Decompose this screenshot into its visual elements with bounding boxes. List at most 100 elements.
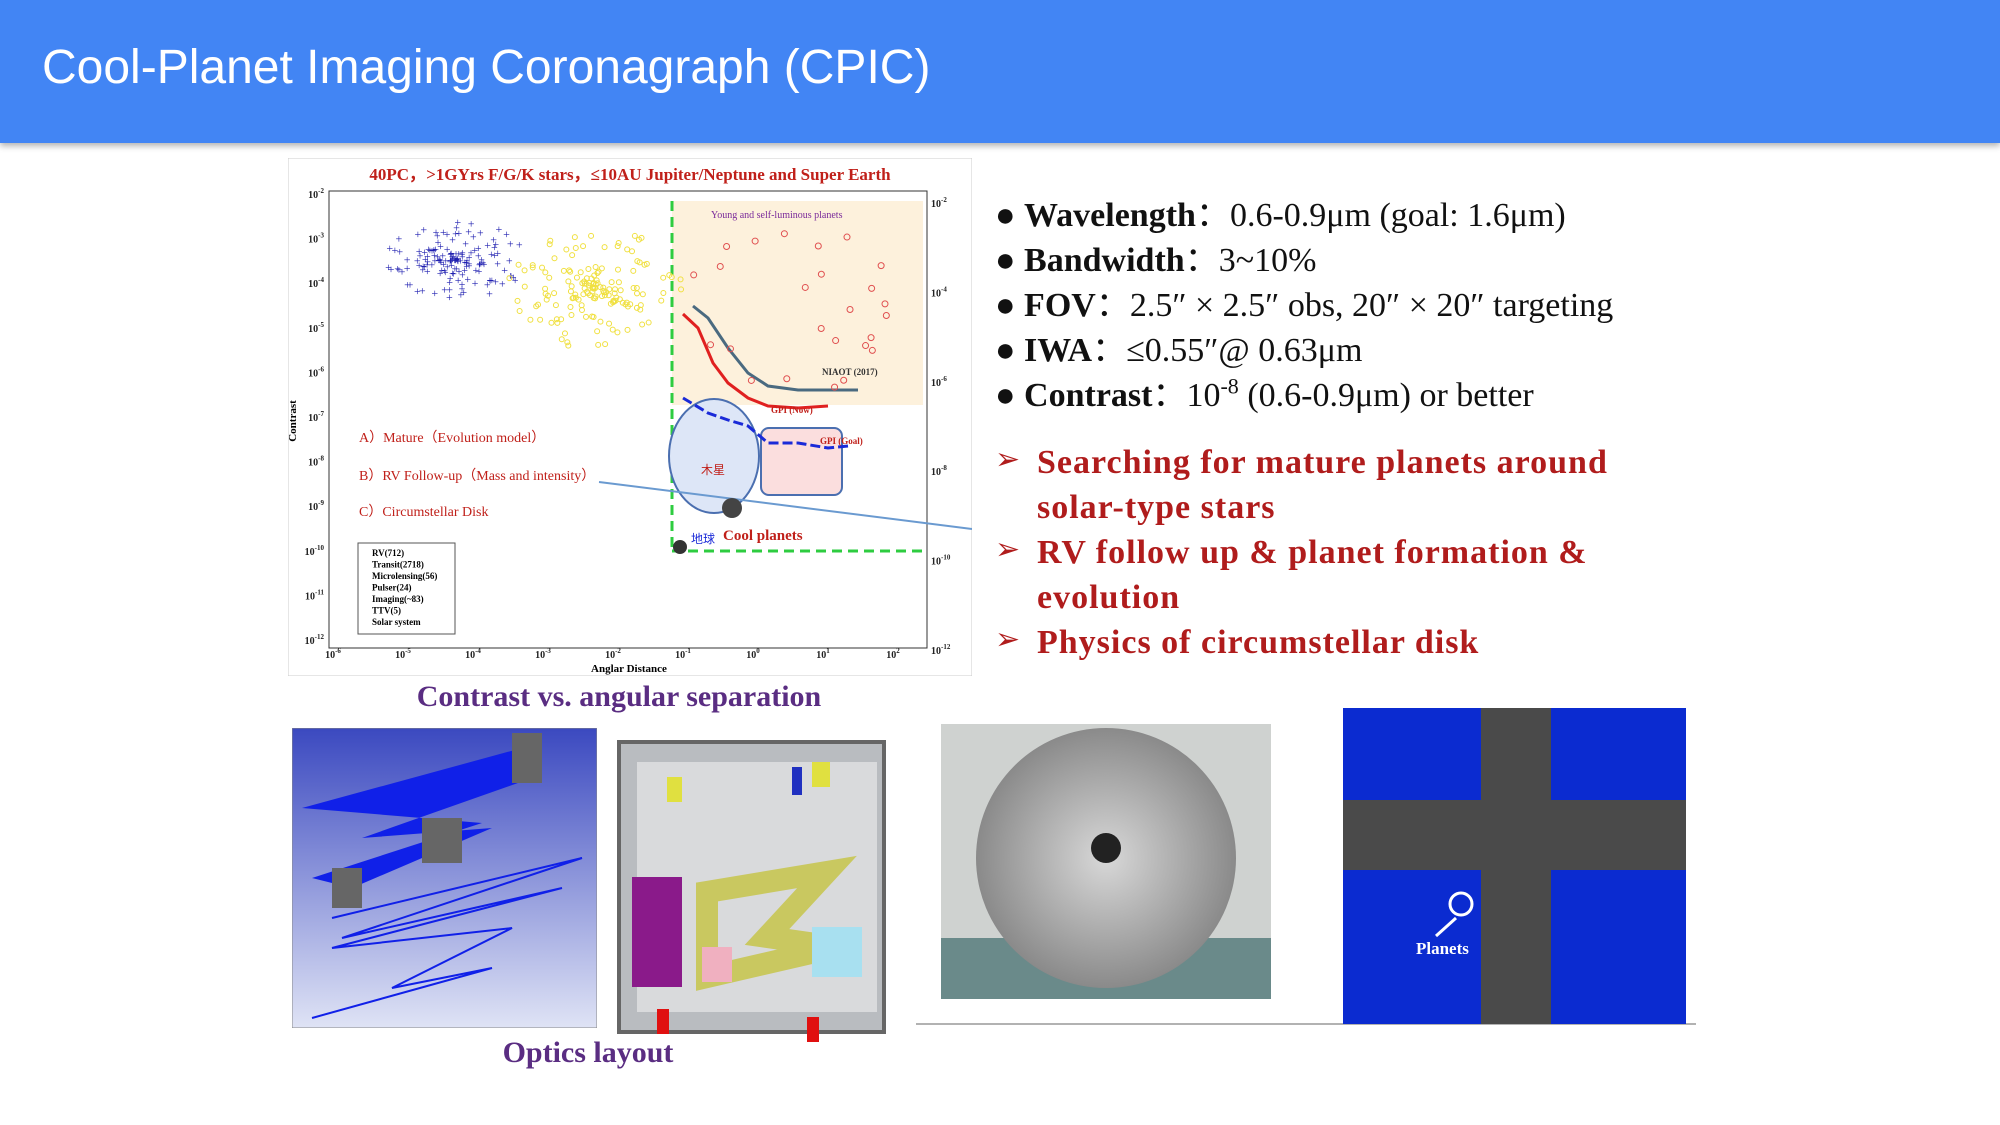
scatter-point: + [492, 274, 499, 288]
scatter-point: + [475, 248, 482, 262]
x-tick-label: 10-2 [605, 647, 621, 661]
scatter-point [639, 321, 646, 328]
scatter-point: + [480, 255, 487, 269]
pointer-line [598, 481, 972, 530]
scatter-point [592, 293, 599, 300]
scatter-point [723, 243, 731, 251]
x-axis-label: Anglar Distance [591, 663, 667, 675]
tick-exp: -4 [475, 647, 481, 655]
scatter-point: + [447, 271, 454, 285]
scatter-point: + [448, 258, 455, 272]
scatter-point: + [433, 225, 440, 239]
scatter-point: + [422, 252, 429, 266]
scatter-point: + [447, 247, 454, 261]
tick-base: 10 [931, 199, 941, 210]
scatter-point: + [471, 243, 478, 257]
scatter-point [780, 230, 788, 238]
x-tick-label: 10-4 [465, 647, 481, 661]
scatter-point [548, 319, 555, 326]
scatter-point: + [447, 253, 454, 267]
scatter-point [627, 301, 634, 308]
scatter-point [572, 245, 579, 252]
scatter-point: + [452, 253, 459, 267]
scatter-point [660, 274, 667, 281]
scatter-point [635, 236, 642, 243]
scatter-point: + [416, 244, 423, 258]
scatter-point [553, 316, 560, 323]
y-tick-label: 10-5 [308, 321, 324, 335]
tick-base: 10 [931, 288, 941, 299]
scatter-point: + [477, 257, 484, 271]
scatter-point: + [453, 262, 460, 276]
scatter-point [716, 262, 724, 270]
legend-entry: RV(712) [372, 548, 404, 558]
scatter-point: + [399, 265, 406, 279]
spec-label: IWA [1024, 332, 1093, 369]
spec-value: 2.5″ × 2.5″ obs, 20″ × 20″ targeting [1129, 287, 1614, 324]
scatter-point [595, 341, 602, 348]
scatter-point: + [434, 229, 441, 243]
goal-arrow: ➢ [995, 622, 1021, 657]
tick-base: 10 [886, 650, 896, 661]
scatter-point: + [450, 266, 457, 280]
y-tick-label: 10-10 [305, 544, 325, 558]
scatter-point: + [449, 252, 456, 266]
mirror [332, 868, 362, 908]
scatter-point [601, 292, 608, 299]
scatter-point [615, 266, 622, 273]
scatter-point: + [466, 256, 473, 270]
y-tick-label: 10-9 [308, 499, 324, 513]
scatter-point: + [424, 254, 431, 268]
y-tick-label: 10-6 [308, 365, 324, 379]
y-tick-label: 10-8 [308, 455, 324, 469]
scatter-point [726, 345, 734, 353]
tick-exp: -8 [941, 464, 947, 472]
scatter-point: + [438, 255, 445, 269]
goal-arrow: ➢ [995, 532, 1021, 567]
scatter-point [563, 246, 570, 253]
tick-exp: -3 [545, 647, 551, 655]
spec-value: (0.6-0.9μm) or better [1238, 377, 1534, 414]
scatter-point [678, 286, 685, 293]
bullet: ● [995, 377, 1025, 414]
legend-entry: Microlensing(56) [372, 571, 437, 581]
scatter-point: + [499, 277, 506, 291]
scatter-point [570, 294, 577, 301]
y-tick-label: 10-2 [308, 187, 324, 201]
scatter-point [542, 269, 549, 276]
y2-tick-label: 10-10 [931, 554, 951, 568]
scatter-point [633, 290, 640, 297]
earth-label: 地球 [691, 532, 715, 546]
optics-caption: Optics layout [502, 1036, 674, 1069]
scatter-point: + [432, 253, 439, 267]
scatter-point [546, 274, 553, 281]
scatter-point: + [404, 278, 411, 292]
scatter-point: + [386, 241, 393, 255]
scatter-point: + [417, 248, 424, 262]
scatter-point [529, 264, 536, 271]
scatter-point: + [464, 272, 471, 286]
scatter-point: + [441, 264, 448, 278]
scatter-point [516, 308, 523, 315]
scatter-point: + [481, 257, 488, 271]
scatter-point: + [435, 235, 442, 249]
x-tick-label: 10-3 [535, 647, 551, 661]
tick-base: 10 [931, 378, 941, 389]
spec-label: Contrast [1024, 377, 1153, 414]
legend-entry: TTV(5) [372, 606, 401, 616]
tick-exp: -11 [315, 588, 324, 596]
tick-exp: -8 [318, 455, 324, 463]
scatter-point [617, 287, 624, 294]
window [1091, 833, 1121, 863]
tick-base: 10 [931, 467, 941, 478]
bullet: ● [995, 287, 1025, 324]
spec-item: ● Bandwidth：3~10% [995, 232, 1316, 281]
scatter-point: + [468, 216, 475, 230]
scatter-point: + [446, 275, 453, 289]
scatter-point: + [425, 242, 432, 256]
scatter-point: + [447, 254, 454, 268]
scatter-point [624, 246, 631, 253]
bullet: ● [995, 197, 1025, 234]
scatter-point [527, 316, 534, 323]
foot [807, 1017, 819, 1042]
